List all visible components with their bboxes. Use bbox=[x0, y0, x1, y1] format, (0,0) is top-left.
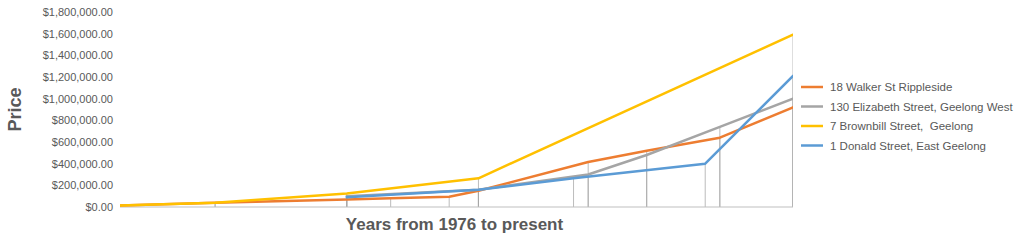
drop-lines bbox=[120, 35, 793, 207]
series-line bbox=[120, 35, 793, 206]
x-axis-title: Years from 1976 to present bbox=[346, 215, 564, 234]
tick-mark bbox=[117, 207, 120, 208]
drop-line bbox=[646, 151, 647, 207]
tick-mark bbox=[117, 33, 120, 34]
drop-line bbox=[705, 164, 706, 207]
legend-swatch bbox=[801, 86, 823, 89]
y-tick-label: $1,200,000.00 bbox=[43, 71, 113, 83]
drop-line bbox=[793, 35, 794, 207]
drop-line bbox=[646, 155, 647, 207]
legend: 18 Walker St Rippleside 130 Elizabeth Str… bbox=[801, 81, 1013, 152]
series-line bbox=[347, 99, 793, 197]
drop-line bbox=[478, 190, 479, 207]
tick-mark bbox=[117, 77, 120, 78]
chart-svg: $0.00 $200,000.00 $400,000.00 $600,000.00 $8… bbox=[0, 0, 1024, 238]
y-tick-label: $1,400,000.00 bbox=[43, 49, 113, 61]
tick-mark bbox=[117, 120, 120, 121]
series-line bbox=[347, 76, 793, 197]
tick-mark bbox=[117, 185, 120, 186]
y-tick-label: $800,000.00 bbox=[52, 114, 113, 126]
drop-line bbox=[449, 197, 450, 207]
y-tick-label: $0.00 bbox=[85, 201, 113, 213]
y-tick-label: $1,000,000.00 bbox=[43, 93, 113, 105]
y-tick-label: $400,000.00 bbox=[52, 158, 113, 170]
legend-label: 7 Brownbill Street, Geelong bbox=[830, 120, 973, 132]
legend-label: 130 Elizabeth Street, Geelong West bbox=[830, 101, 1013, 113]
y-tick-label: $1,600,000.00 bbox=[43, 28, 113, 40]
drop-line bbox=[573, 178, 574, 207]
tick-mark bbox=[117, 12, 120, 13]
x-axis-line bbox=[120, 207, 793, 208]
series-group bbox=[120, 35, 793, 206]
tick-mark bbox=[117, 163, 120, 164]
drop-line bbox=[588, 175, 589, 208]
legend-swatch bbox=[801, 144, 823, 147]
drop-line bbox=[588, 162, 589, 207]
y-tick-label: $200,000.00 bbox=[52, 179, 113, 191]
legend-label: 18 Walker St Rippleside bbox=[830, 81, 952, 93]
drop-line bbox=[793, 76, 794, 207]
drop-line bbox=[478, 178, 479, 207]
tick-mark bbox=[117, 55, 120, 56]
legend-swatch bbox=[801, 105, 823, 108]
y-tick-label: $1,800,000.00 bbox=[43, 6, 113, 18]
chart-container: $0.00 $200,000.00 $400,000.00 $600,000.00 $8… bbox=[0, 0, 1024, 238]
legend-swatch bbox=[801, 125, 823, 128]
y-tick-label: $600,000.00 bbox=[52, 136, 113, 148]
tick-mark bbox=[117, 98, 120, 99]
drop-line bbox=[478, 190, 479, 207]
tick-mark bbox=[117, 142, 120, 143]
y-axis-title: Price bbox=[5, 87, 25, 131]
legend-label: 1 Donald Street, East Geelong bbox=[830, 140, 986, 152]
drop-line bbox=[390, 198, 391, 207]
